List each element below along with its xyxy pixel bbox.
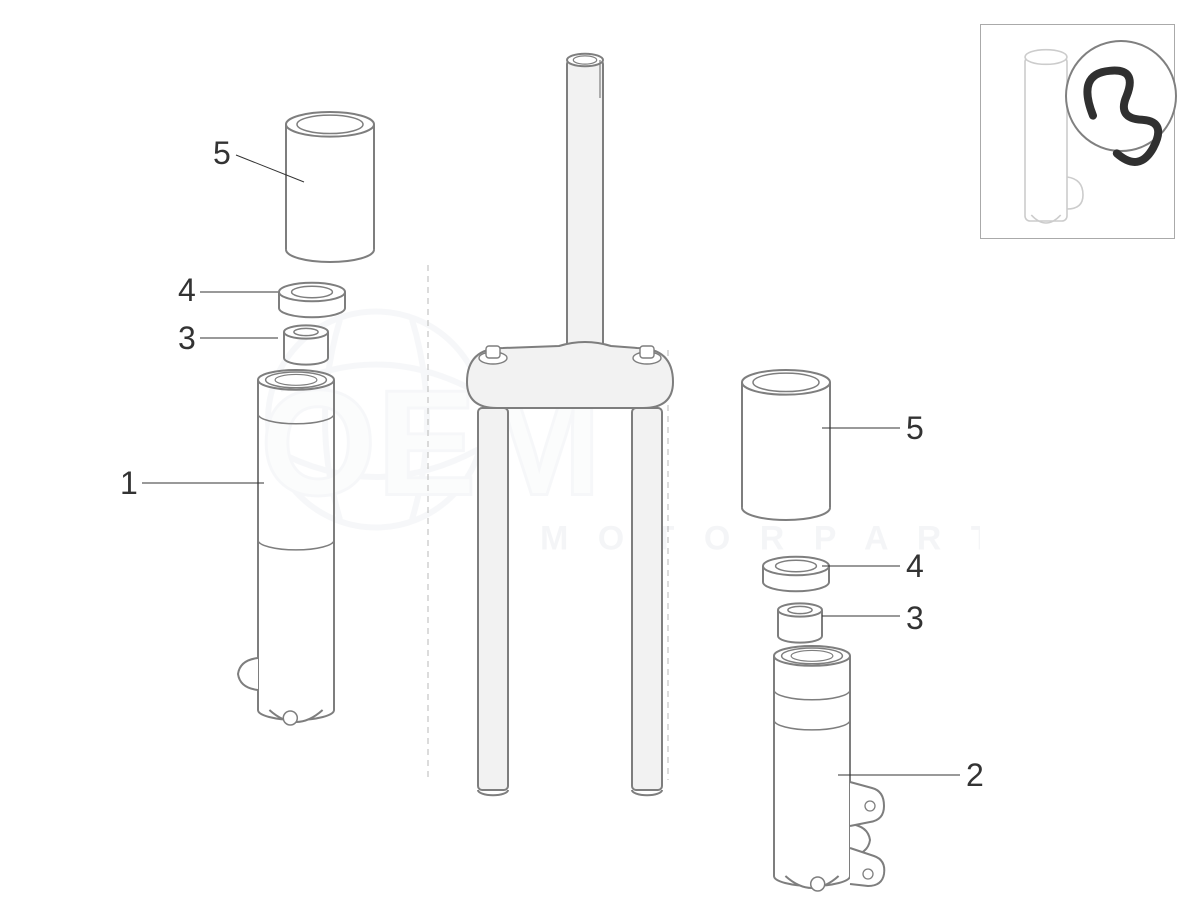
part-1-outer-tube-left [238, 370, 334, 725]
thumbnail-detail [981, 25, 1176, 240]
callout-3L: 3 [178, 320, 196, 357]
part-4-seal-left [279, 283, 345, 317]
part-3-bushing-left [284, 325, 328, 364]
part-5-sleeve-right [742, 370, 830, 520]
callout-5R: 5 [906, 410, 924, 447]
leader-line [236, 155, 304, 182]
callout-4L: 4 [178, 272, 196, 309]
callout-3R: 3 [906, 600, 924, 637]
callout-2: 2 [966, 757, 984, 794]
thumb-tube [1025, 57, 1067, 221]
part-2-outer-tube-right [774, 646, 884, 891]
reference-thumbnail [980, 24, 1175, 239]
part-4-seal-right [763, 557, 829, 591]
callout-4R: 4 [906, 548, 924, 585]
part-3-bushing-right [778, 603, 822, 642]
diagram-stage: OEM M O T O R P A R T S 54315432 [0, 0, 1199, 904]
part-5-sleeve-left [286, 112, 374, 262]
callout-5L: 5 [213, 135, 231, 172]
callout-1: 1 [120, 465, 138, 502]
fork-centre-assembly [467, 54, 673, 796]
